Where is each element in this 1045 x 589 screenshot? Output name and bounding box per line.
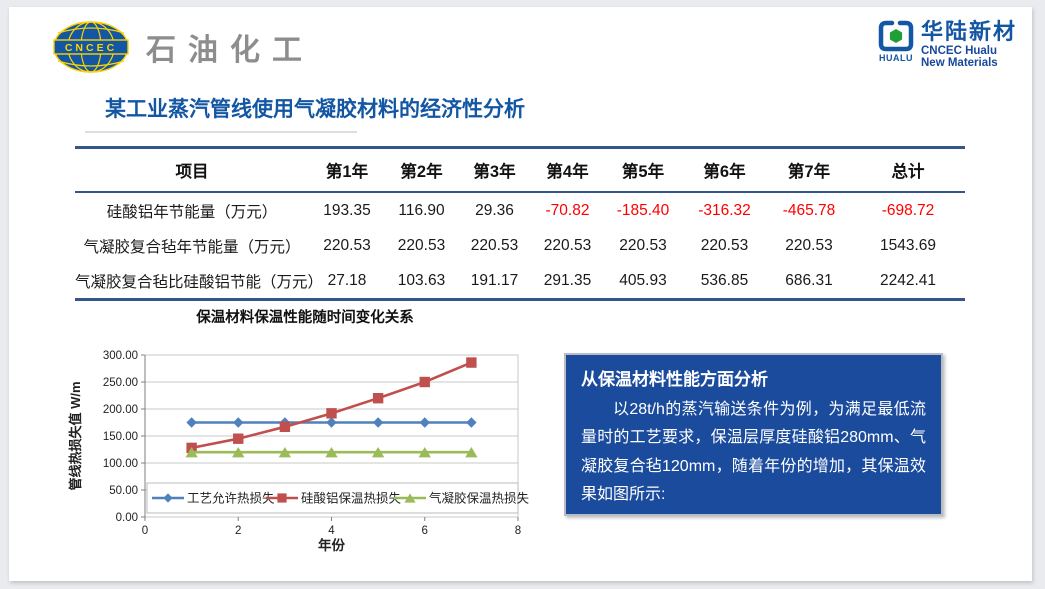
table-cell: 29.36	[475, 201, 514, 219]
svg-text:100.00: 100.00	[103, 458, 138, 470]
hualu-name-en2: New Materials	[921, 57, 998, 70]
series-triangle	[185, 447, 478, 458]
svg-text:CNCEC: CNCEC	[65, 42, 117, 54]
svg-text:硅酸铝保温热损失: 硅酸铝保温热损失	[301, 491, 402, 506]
svg-text:2: 2	[235, 525, 241, 537]
svg-text:4: 4	[328, 525, 335, 537]
table-cell: 291.35	[543, 271, 592, 289]
column-header: 第2年	[385, 147, 458, 193]
table-cell: 220.53	[470, 236, 519, 254]
analysis-body: 以28t/h的蒸汽输送条件为例，为满足最低流量时的工艺要求，保温层厚度硅酸铝28…	[581, 401, 926, 504]
hualu-name-en1: CNCEC Hualu	[921, 45, 998, 58]
table-cell: 220.53	[323, 236, 371, 254]
svg-text:气凝胶保温热损失: 气凝胶保温热损失	[429, 491, 530, 506]
table-cell: 硅酸铝年节能量（万元）	[106, 203, 278, 221]
svg-text:工艺允许热损失: 工艺允许热损失	[187, 491, 275, 506]
column-header: 第3年	[458, 147, 531, 193]
table-cell: 220.53	[785, 236, 833, 254]
table-row: 气凝胶复合毡比硅酸铝节能（万元） 27.18 103.63 191.17 291.35 4…	[75, 263, 965, 300]
column-header: 第7年	[767, 147, 851, 193]
table-cell: 2242.41	[879, 271, 937, 289]
svg-text:管线热损失值 W/m: 管线热损失值 W/m	[68, 381, 83, 490]
svg-text:8: 8	[515, 525, 521, 537]
svg-text:年份: 年份	[318, 537, 345, 554]
table-cell: 27.18	[327, 271, 367, 289]
svg-text:0: 0	[142, 525, 148, 537]
table-cell: 220.53	[543, 236, 592, 254]
hualu-name-cn: 华陆新材	[921, 19, 1018, 44]
economics-table: 项目 第1年 第2年 第3年 第4年 第5年 第6年 第7年 总计 硅酸铝年节能量（万元） 193…	[75, 146, 965, 301]
table-cell: 1543.69	[879, 236, 937, 254]
table-row: 硅酸铝年节能量（万元） 193.35 116.90 29.36 -70.82 -185.4…	[75, 192, 965, 228]
column-header: 第6年	[682, 147, 767, 193]
table-cell: -185.40	[616, 201, 670, 219]
analysis-panel: 从保温材料性能方面分析 以28t/h的蒸汽输送条件为例，为满足最低流量时的工艺要…	[564, 353, 943, 516]
column-header: 项目	[75, 147, 309, 193]
svg-text:200.00: 200.00	[103, 404, 138, 416]
table-cell: 气凝胶复合毡比硅酸铝节能（万元）	[75, 273, 324, 291]
column-header: 第4年	[531, 147, 604, 193]
table-cell: 220.53	[619, 236, 667, 254]
chart-legend: 工艺允许热损失 硅酸铝保温热损失 气凝胶保温热损失	[146, 482, 530, 514]
table-row: 气凝胶复合毡年节能量（万元） 220.53 220.53 220.53 220.53 22…	[75, 228, 965, 263]
table-cell: 气凝胶复合毡年节能量（万元）	[83, 238, 301, 256]
table-cell: 116.90	[398, 201, 445, 219]
analysis-heading: 从保温材料性能方面分析	[581, 370, 768, 389]
page-title: 某工业蒸汽管线使用气凝胶材料的经济性分析	[105, 98, 525, 121]
cncec-logo-text: 石油化工	[146, 33, 314, 68]
table-cell: 536.85	[700, 271, 749, 289]
cncec-globe-icon: CNCEC	[53, 21, 129, 73]
table-header-row: 项目 第1年 第2年 第3年 第4年 第5年 第6年 第7年 总计	[75, 147, 965, 193]
table-cell: -316.32	[698, 201, 751, 219]
table-cell: 220.53	[397, 236, 446, 254]
column-header: 第5年	[604, 147, 682, 193]
svg-text:300.00: 300.00	[103, 350, 138, 362]
cncec-logo: CNCEC 石油化工	[52, 20, 314, 74]
hualu-caption: HUALU	[879, 53, 913, 63]
svg-text:50.00: 50.00	[109, 485, 138, 497]
chart-title: 保温材料保温性能随时间变化关系	[196, 309, 414, 326]
table-cell: -70.82	[545, 201, 590, 219]
hualu-logo: HUALU 华陆新材 CNCEC Hualu New Materials	[878, 20, 1017, 69]
table-cell: 405.93	[619, 271, 667, 289]
svg-text:0.00: 0.00	[116, 512, 138, 524]
table-cell: -698.72	[881, 201, 935, 219]
performance-line-chart: 0.00 50.00 100.00 150.00 200.00 250.00 300.00 0…	[68, 350, 530, 554]
table-cell: 220.53	[700, 236, 749, 254]
table-cell: 193.35	[323, 201, 371, 219]
column-header: 总计	[851, 147, 965, 193]
svg-text:250.00: 250.00	[103, 377, 138, 389]
svg-text:150.00: 150.00	[103, 431, 138, 443]
hualu-icon	[878, 20, 914, 52]
title-underline	[85, 131, 357, 133]
series-square	[186, 357, 477, 454]
column-header: 第1年	[309, 147, 385, 193]
table-cell: 686.31	[785, 271, 833, 289]
table-cell: 191.17	[470, 271, 519, 289]
table-cell: -465.78	[782, 201, 836, 219]
svg-text:6: 6	[422, 525, 428, 537]
table-cell: 103.63	[397, 271, 446, 289]
series-diamond	[186, 417, 477, 428]
